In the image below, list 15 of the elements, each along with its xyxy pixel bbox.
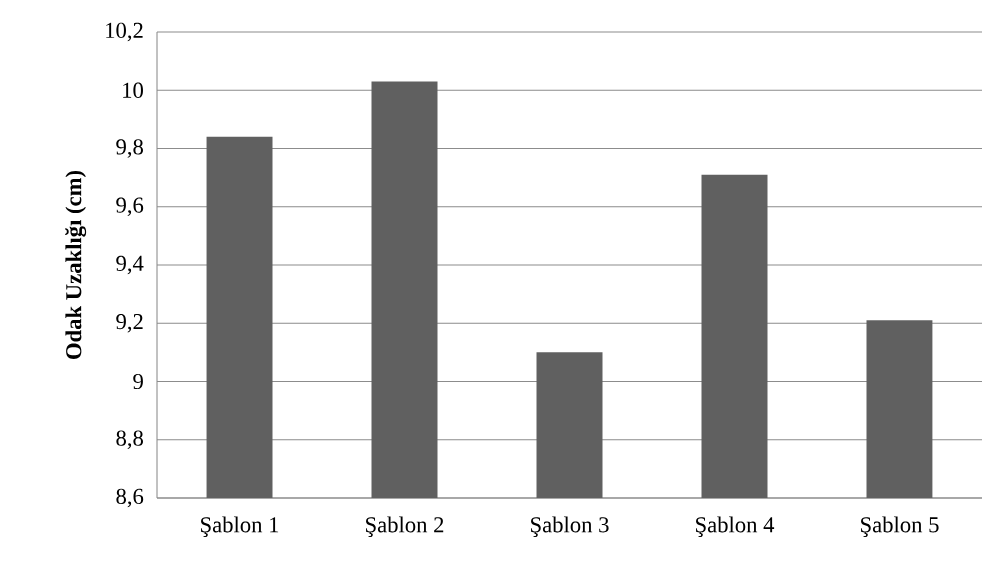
y-tick-label: 9,8 [116,139,143,158]
y-tick-label: 9 [133,373,143,390]
y-tick-label: 10,2 [106,22,143,42]
x-tick-label: Şablon 3 [531,516,609,538]
x-tick-label: Şablon 5 [861,516,939,538]
y-tick-label: 9,4 [116,255,144,275]
y-tick-label: 8,6 [116,488,144,508]
y-tick-label: 9,6 [116,197,144,216]
y-tick-label: 8,8 [116,430,143,450]
y-tick-label: 9,2 [116,313,143,333]
x-tick-label: Şablon 1 [201,516,279,538]
y-axis-title: Odak Uzaklığı (cm) [65,170,87,359]
y-tick-label: 10 [123,82,143,98]
x-tick-label: Şablon 2 [366,516,444,538]
x-tick-label: Şablon 4 [696,516,775,538]
